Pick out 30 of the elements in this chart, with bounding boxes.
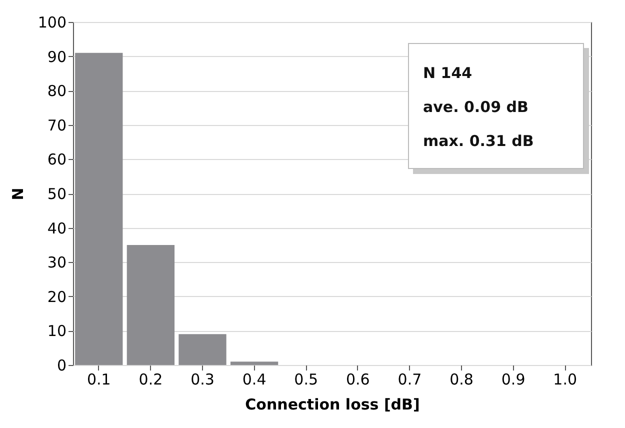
y-tick-label: 20 [47,288,66,306]
bar [230,362,278,365]
y-tick-label: 0 [56,356,66,374]
y-tick-label: 70 [47,116,66,134]
x-tick-label: 1.0 [553,370,578,388]
x-tick-label: 0.7 [398,370,422,388]
bar [75,52,123,365]
x-tick-label: 0.5 [294,370,318,388]
y-tick-label: 100 [38,14,66,32]
bar [126,244,175,365]
y-axis-title: N [8,188,27,200]
x-tick-label: 0.3 [190,370,214,388]
x-tick-label: 0.9 [501,370,526,388]
y-tick-label: 50 [47,185,66,203]
annotation: max. 0.31 dB [423,131,535,152]
x-tick-label: 0.8 [450,370,474,388]
y-tick-label: 10 [47,322,66,340]
x-axis-title: Connection loss [dB] [245,396,420,414]
y-tick-label: 90 [47,48,66,66]
x-tick-label: 0.2 [138,370,163,388]
y-tick-label: 60 [47,150,66,169]
x-tick-label: 0.4 [242,370,266,388]
x-tick-label: 0.1 [86,370,111,388]
annotation: N 144 [423,63,474,84]
annotation: ave. 0.09 dB [423,97,530,118]
bar [178,334,226,365]
x-tick-label: 0.6 [346,370,370,388]
y-tick-label: 30 [47,254,66,272]
y-tick-label: 80 [47,82,66,100]
y-tick-label: 40 [47,219,66,238]
